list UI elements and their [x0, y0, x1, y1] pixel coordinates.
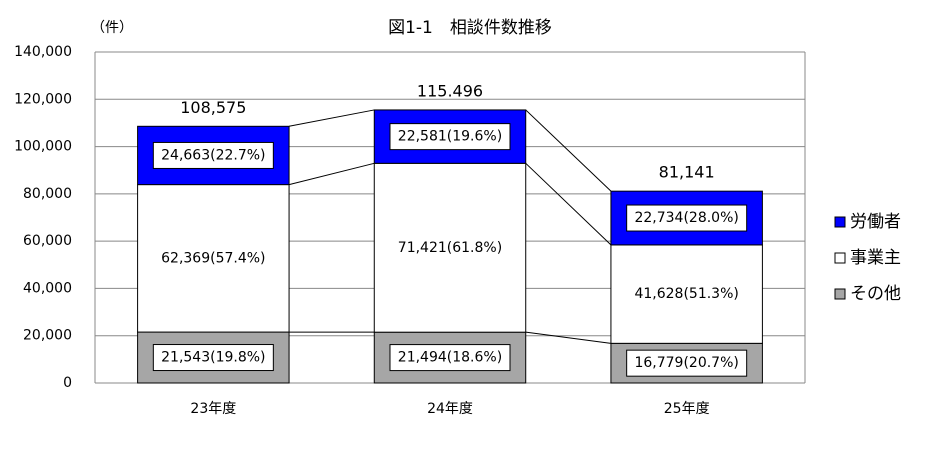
y-tick-label: 0: [63, 375, 72, 391]
data-label: 62,369(57.4%): [161, 250, 265, 266]
y-tick-label: 120,000: [14, 91, 72, 107]
data-label: 21,494(18.6%): [398, 350, 502, 366]
y-axis-label: （件）: [91, 20, 133, 36]
connector: [525, 109, 612, 192]
data-label: 24,663(22.7%): [161, 147, 265, 163]
bar-segment: [137, 184, 290, 333]
chart-title: 図1-1 相談件数推移: [388, 18, 552, 38]
label-box: [626, 204, 748, 232]
bar-segment: [373, 162, 527, 333]
connector: [288, 162, 375, 186]
legend-swatch: [834, 216, 846, 228]
label-box: [389, 344, 511, 372]
y-tick-label: 60,000: [23, 233, 72, 249]
y-tick-label: 100,000: [14, 139, 72, 155]
data-label: 41,628(51.3%): [634, 286, 738, 302]
legend-swatch: [834, 288, 846, 300]
total-label: 115.496: [417, 81, 483, 100]
connector: [288, 109, 375, 127]
legend-label: 労働者: [850, 212, 901, 232]
y-tick-label: 40,000: [23, 280, 72, 296]
y-tick-label: 80,000: [23, 186, 72, 202]
data-label: 21,543(19.8%): [161, 350, 265, 366]
data-label: 22,581(19.6%): [398, 129, 502, 145]
bar-segment: [610, 244, 763, 344]
legend-swatch: [834, 252, 846, 264]
label-box: [626, 349, 748, 377]
total-label: 108,575: [180, 98, 246, 117]
y-tick-label: 140,000: [14, 44, 72, 60]
x-tick-label: 25年度: [664, 401, 710, 417]
data-label: 22,734(28.0%): [634, 210, 738, 226]
y-tick-label: 20,000: [23, 328, 72, 344]
data-label: 16,779(20.7%): [634, 355, 738, 371]
total-label: 81,141: [659, 163, 715, 182]
legend-label: その他: [850, 284, 901, 304]
label-box: [152, 141, 274, 169]
connector: [525, 162, 612, 246]
connector: [525, 331, 611, 344]
label-box: [152, 344, 274, 372]
data-label: 71,421(61.8%): [398, 240, 502, 256]
x-tick-label: 24年度: [427, 401, 473, 417]
label-box: [389, 123, 511, 151]
x-tick-label: 23年度: [190, 401, 236, 417]
legend-label: 事業主: [850, 248, 901, 268]
